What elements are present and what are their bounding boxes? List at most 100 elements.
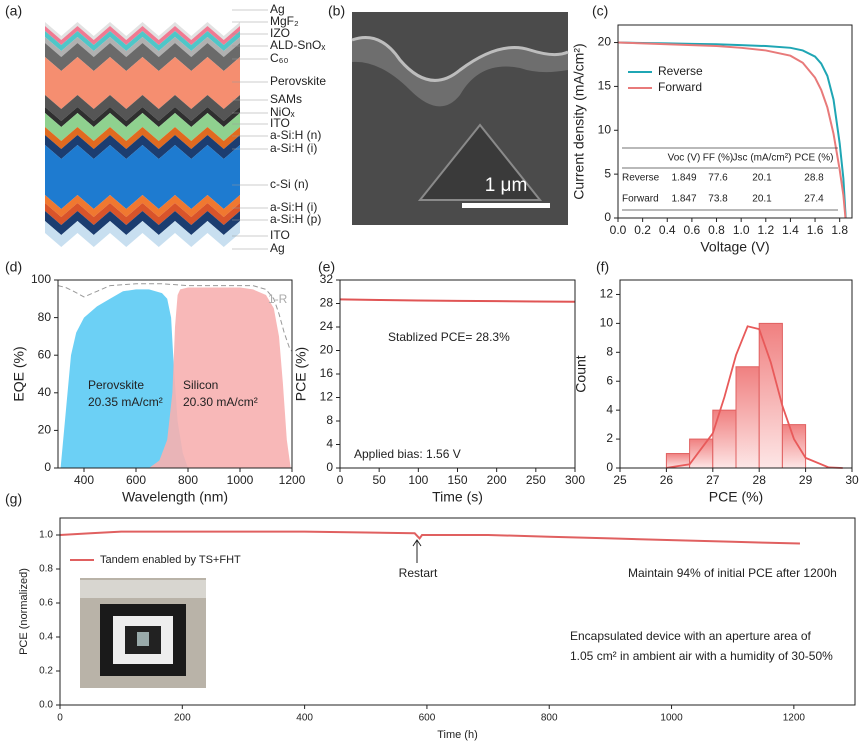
annotation: Stablized PCE= 28.3% [388,330,510,344]
y-tick-label: 6 [606,373,613,387]
x-axis-label: Time (s) [432,489,483,505]
layer [45,195,240,217]
x-tick-label: 30 [845,473,859,487]
x-axis-label: Wavelength (nm) [122,489,228,505]
x-tick-label: 1000 [660,713,683,724]
x-axis-label: PCE (%) [709,489,763,505]
y-tick-label: 10 [598,122,612,136]
annotation: Restart [399,566,438,580]
annotation: Applied bias: 1.56 V [354,447,461,461]
layer [45,26,240,45]
panel-label: (a) [5,3,22,19]
x-tick-label: 1.4 [782,223,799,237]
x-tick-label: 400 [296,713,313,724]
y-tick-label: 1.0 [39,530,53,541]
layer-label: SAMs [270,92,302,106]
annotation: Encapsulated device with an aperture are… [570,629,811,643]
y-tick-label: 5 [604,166,611,180]
x-tick-label: 25 [613,473,627,487]
line [59,530,800,545]
x-tick-label: 50 [372,473,386,487]
layer [45,95,240,121]
x-tick-label: 300 [565,473,585,487]
histogram-bar [689,438,714,469]
x-tick-label: 400 [74,473,94,487]
area [60,289,188,468]
restart-arrow [412,539,422,563]
panel-label: (b) [328,3,345,19]
x-tick-label: 0.2 [634,223,651,237]
layer [45,57,240,109]
x-tick-label: 0.8 [708,223,725,237]
histogram-bar [712,409,737,469]
axis-frame [619,279,853,469]
axis-frame [339,279,576,469]
table-cell: Reverse [622,173,660,184]
y-tick-label: 15 [598,79,612,93]
annotation: 20.35 mA/cm² [88,395,163,409]
legend-label: Forward [658,80,702,94]
y-tick-label: 80 [38,310,52,324]
y-axis-label: Current density (mA/cm²) [571,43,587,199]
y-tick-label: 20 [598,35,612,49]
y-tick-label: 0.0 [39,700,53,711]
table-cell: 28.8 [804,173,824,184]
y-tick-label: 4 [606,402,613,416]
layer-label: Ag [270,2,285,16]
layer [45,22,240,40]
layer [45,203,240,225]
x-tick-label: 1.6 [807,223,824,237]
layer-label: a-Si:H (i) [270,200,317,214]
axis-frame [57,279,293,469]
sem-edge [351,36,569,82]
layer-label: MgF₂ [270,14,299,28]
x-tick-label: 1200 [783,713,806,724]
y-tick-label: 0.4 [39,632,53,643]
layer [45,127,240,149]
y-tick-label: 40 [38,385,52,399]
layer [45,135,240,159]
layer [45,107,240,127]
y-tick-label: 4 [326,437,333,451]
y-axis-label: EQE (%) [11,346,27,401]
x-tick-label: 0.4 [659,223,676,237]
axis-frame [617,24,853,219]
series-label: 1-R [268,292,288,306]
table-cell: 20.1 [752,173,772,184]
annotation: Maintain 94% of initial PCE after 1200h [628,566,837,580]
y-tick-label: 0.2 [39,666,53,677]
y-tick-label: 12 [320,390,334,404]
annotation: 1.05 cm² in ambient air with a humidity … [570,649,833,663]
layer-label: ALD-SnOₓ [270,38,325,52]
x-tick-label: 1200 [279,473,306,487]
layer-label: ITO [270,228,290,242]
line [57,283,293,352]
panel-label: (e) [318,259,335,275]
y-tick-label: 20 [38,423,52,437]
legend-label: Tandem enabled by TS+FHT [100,554,241,566]
fit-curve [666,325,843,469]
line [339,298,576,303]
series-label: Silicon [183,378,218,392]
y-axis-label: PCE (normalized) [18,568,30,655]
y-tick-label: 0 [606,460,613,474]
x-tick-label: 27 [706,473,720,487]
x-tick-label: 28 [753,473,767,487]
y-tick-label: 16 [320,366,334,380]
y-tick-label: 0 [604,210,611,224]
sem-pyramid [417,123,543,201]
x-tick-label: 0.6 [684,223,701,237]
layer-label: a-Si:H (n) [270,128,321,142]
layer-label: NiOₓ [270,105,295,119]
table-cell: 1.847 [671,194,696,205]
layer-label: a-Si:H (i) [270,141,317,155]
sem-image: 1 μm [351,12,569,225]
layer [45,31,240,51]
table-header: Voc (V) [668,153,701,164]
x-tick-label: 600 [419,713,436,724]
photo-inset [80,578,206,688]
x-tick-label: 100 [408,473,428,487]
x-tick-label: 0.0 [610,223,627,237]
y-tick-label: 0 [44,460,51,474]
layer [45,221,240,247]
